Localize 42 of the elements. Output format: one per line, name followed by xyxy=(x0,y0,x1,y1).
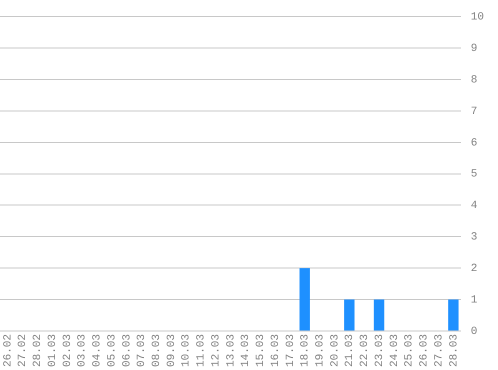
x-tick-label: 02.03 xyxy=(62,334,74,368)
x-tick-label: 10.03 xyxy=(180,334,193,368)
y-tick-label: 4 xyxy=(470,200,478,212)
x-tick-label: 05.03 xyxy=(106,334,118,368)
x-tick-label: 18.03 xyxy=(300,334,312,368)
x-tick-label: 09.03 xyxy=(166,334,178,368)
x-tick-label: 11.03 xyxy=(196,334,208,368)
y-tick-label: 1 xyxy=(470,294,478,306)
y-tick-label: 6 xyxy=(470,137,478,150)
x-tick-label: 14.03 xyxy=(240,334,252,368)
y-tick-label: 0 xyxy=(470,326,478,338)
x-tick-label: 25.03 xyxy=(404,334,416,368)
x-tick-label: 20.03 xyxy=(329,334,342,368)
x-tick-label: 13.03 xyxy=(225,334,238,368)
x-tick-label: 12.03 xyxy=(210,334,222,368)
x-tick-label: 15.03 xyxy=(255,334,268,368)
x-tick-label: 21.03 xyxy=(344,334,356,368)
x-tick-label: 23.03 xyxy=(374,334,386,368)
x-tick-label: 26.02 xyxy=(2,334,14,368)
x-tick-label: 27.02 xyxy=(17,334,30,368)
x-tick-label: 08.03 xyxy=(150,334,163,368)
y-tick-label: 8 xyxy=(470,74,478,86)
x-tick-label: 27.03 xyxy=(433,334,446,368)
x-tick-label: 28.03 xyxy=(448,334,460,368)
y-tick-label: 5 xyxy=(470,168,478,181)
y-tick-label: 2 xyxy=(470,263,478,276)
x-tick-label: 04.03 xyxy=(92,334,104,368)
y-tick-label: 7 xyxy=(470,106,478,118)
x-tick-label: 24.03 xyxy=(388,334,401,368)
x-tick-label: 01.03 xyxy=(46,334,59,368)
y-tick-label: 9 xyxy=(470,42,478,55)
x-tick-label: 26.03 xyxy=(418,334,431,368)
x-tick-label: 28.02 xyxy=(32,334,44,368)
x-tick-label: 16.03 xyxy=(270,334,282,368)
x-tick-label: 06.03 xyxy=(121,334,134,368)
x-tick-label: 17.03 xyxy=(284,334,297,368)
x-tick-label: 22.03 xyxy=(359,334,372,368)
x-tick-label: 19.03 xyxy=(314,334,326,368)
y-tick-label: 10 xyxy=(470,12,484,24)
x-tick-label: 03.03 xyxy=(76,334,89,368)
x-tick-label: 07.03 xyxy=(136,334,148,368)
y-tick-label: 3 xyxy=(470,232,478,244)
